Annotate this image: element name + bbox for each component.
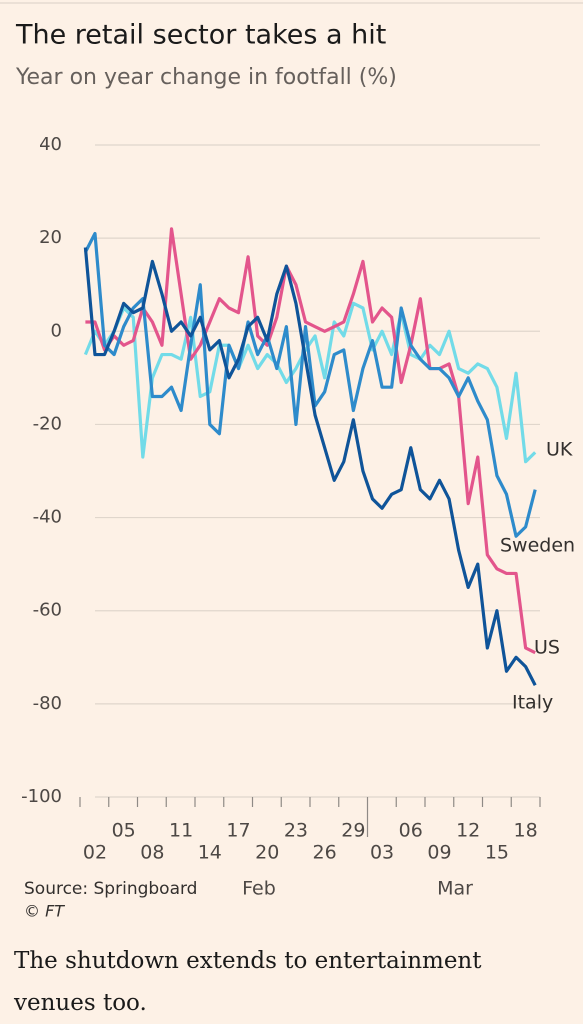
x-tick-label: 08 bbox=[140, 842, 164, 864]
y-tick-label: -60 bbox=[33, 600, 62, 621]
y-tick-label: 40 bbox=[39, 134, 62, 155]
month-label: Mar bbox=[437, 878, 473, 900]
y-tick-label: -100 bbox=[21, 786, 62, 807]
y-tick-label: -20 bbox=[33, 413, 62, 434]
x-tick-label: 23 bbox=[284, 820, 308, 842]
x-tick-label: 14 bbox=[198, 842, 222, 864]
series-label: Italy bbox=[512, 692, 553, 714]
series-line bbox=[85, 227, 536, 655]
x-tick-label: 15 bbox=[485, 842, 509, 864]
x-tick-label: 05 bbox=[112, 820, 136, 842]
x-tick-label: 02 bbox=[83, 842, 107, 864]
x-tick-label: 20 bbox=[255, 842, 279, 864]
x-tick-label: 12 bbox=[456, 820, 480, 842]
series-label: UK bbox=[546, 439, 573, 461]
month-label: Feb bbox=[242, 878, 276, 900]
chart: The retail sector takes a hit Year on ye… bbox=[0, 2, 583, 921]
x-tick-label: 17 bbox=[226, 820, 250, 842]
x-tick-label: 03 bbox=[370, 842, 394, 864]
x-tick-label: 06 bbox=[399, 820, 423, 842]
series-line bbox=[83, 247, 537, 686]
series-line bbox=[83, 231, 537, 538]
body-text: The shutdown extends to entertainment ve… bbox=[14, 948, 482, 1016]
x-tick-label: 29 bbox=[341, 820, 365, 842]
series-label: US bbox=[534, 637, 560, 659]
y-tick-label: 0 bbox=[51, 320, 62, 341]
y-tick-label: -40 bbox=[33, 507, 62, 528]
y-tick-label: 20 bbox=[39, 227, 62, 248]
chart-subtitle: Year on year change in footfall (%) bbox=[15, 65, 397, 90]
y-tick-label: -80 bbox=[33, 693, 62, 714]
x-tick-label: 18 bbox=[514, 820, 538, 842]
credit: © FT bbox=[24, 902, 65, 921]
chart-title: The retail sector takes a hit bbox=[15, 20, 386, 51]
series-line bbox=[83, 301, 537, 464]
x-tick-label: 09 bbox=[427, 842, 451, 864]
x-tick-label: 26 bbox=[313, 842, 337, 864]
source: Source: Springboard bbox=[24, 879, 197, 899]
x-tick-label: 11 bbox=[169, 820, 193, 842]
series-label: Sweden bbox=[500, 535, 575, 557]
